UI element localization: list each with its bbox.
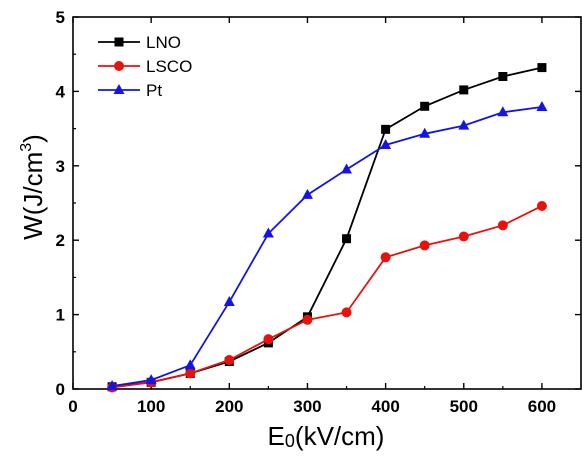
data-point-pt [262,227,274,238]
legend-entry-pt: Pt [98,81,162,100]
data-point-lno [537,63,547,73]
series-lno [107,63,547,392]
data-point-pt [145,374,157,385]
axes: 0 100 200 300 400 500 600 0 1 2 3 4 5 [56,8,582,416]
legend-marker [114,61,124,71]
legend-marker [113,84,125,94]
legend-label: Pt [146,81,162,100]
data-point-lsco [263,334,274,345]
series-lsco [107,200,547,393]
data-point-lno [498,72,508,82]
data-point-lno [381,124,391,134]
x-axis-title: E0(kV/cm) [268,421,385,451]
y-tick-label: 5 [56,8,65,27]
data-point-lsco [341,307,352,318]
data-point-pt [184,359,196,370]
data-point-pt [106,380,118,391]
data-point-lsco [302,314,313,325]
series-line-lsco [111,205,543,389]
data-point-pt [497,106,509,117]
x-tick-label: 300 [293,397,321,416]
x-tick-label: 0 [68,397,77,416]
data-point-pt [341,163,353,174]
data-point-lno [342,234,352,244]
data-point-lsco [185,368,196,379]
y-tick-label: 3 [56,157,65,176]
x-tick-label: 200 [215,397,243,416]
data-point-pt [380,138,392,149]
data-point-pt [419,127,431,138]
legend-entry-lsco: LSCO [98,57,192,76]
legend-entry-lno: LNO [98,33,181,52]
data-point-lno [459,85,469,95]
data-point-lsco [497,220,508,231]
legend-marker [114,37,124,47]
data-point-pt [301,188,313,199]
data-point-pt [458,119,470,130]
data-point-lsco [419,240,430,251]
data-point-pt [223,295,235,306]
x-tick-label: 100 [137,397,165,416]
y-axis-title: W(J/cm3) [18,134,48,240]
x-tick-label: 400 [371,397,399,416]
data-point-lsco [380,252,391,263]
data-point-lsco [224,354,235,365]
data-point-lno [420,101,430,111]
y-tick-label: 0 [56,380,65,399]
y-tick-label: 4 [56,82,66,101]
series-line-pt [111,106,543,387]
data-point-lsco [458,231,469,242]
x-tick-label: 500 [450,397,478,416]
series-pt [106,101,548,391]
data-point-lsco [536,200,547,211]
series-line-lno [111,66,543,388]
y-tick-label: 2 [56,231,65,250]
legend-label: LSCO [146,57,192,76]
y-tick-label: 1 [56,306,65,325]
series-layer [106,63,548,393]
legend: LNO LSCO Pt [98,33,192,100]
data-point-pt [536,101,548,112]
x-tick-label: 600 [528,397,556,416]
legend-label: LNO [146,33,181,52]
